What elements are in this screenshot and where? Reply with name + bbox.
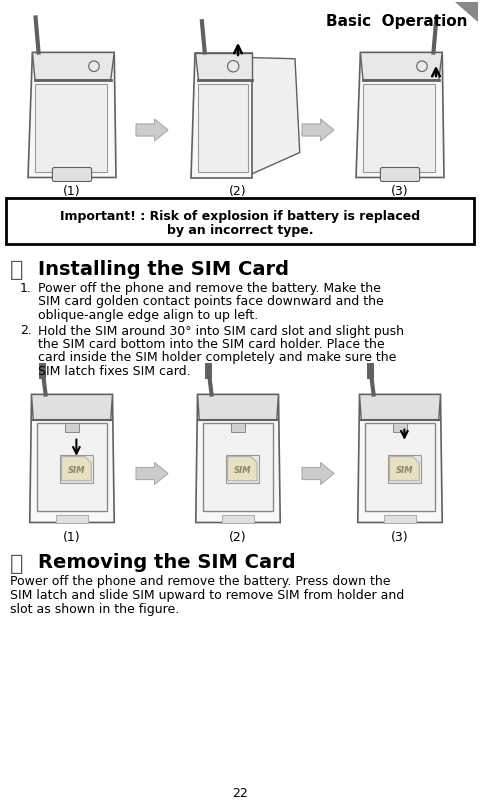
Text: Basic  Operation: Basic Operation xyxy=(326,14,468,29)
Bar xyxy=(388,455,421,483)
Bar xyxy=(365,423,435,511)
Polygon shape xyxy=(248,58,300,175)
Bar xyxy=(393,423,407,432)
Bar xyxy=(384,514,416,522)
Text: SIM: SIM xyxy=(234,466,251,475)
Text: Important! : Risk of explosion if battery is replaced: Important! : Risk of explosion if batter… xyxy=(60,210,420,223)
Polygon shape xyxy=(198,394,278,420)
Text: 22: 22 xyxy=(232,787,248,800)
FancyArrow shape xyxy=(136,119,168,141)
Bar xyxy=(6,198,474,244)
Bar xyxy=(231,423,245,432)
Text: 📱: 📱 xyxy=(10,260,24,280)
Polygon shape xyxy=(195,53,252,80)
Bar xyxy=(198,84,248,171)
Bar xyxy=(222,514,254,522)
FancyBboxPatch shape xyxy=(52,168,92,182)
Bar xyxy=(37,423,107,511)
Text: (1): (1) xyxy=(63,185,81,198)
Polygon shape xyxy=(32,394,112,420)
Polygon shape xyxy=(356,53,444,178)
Polygon shape xyxy=(360,53,442,80)
Text: (2): (2) xyxy=(229,530,247,543)
Polygon shape xyxy=(61,457,91,481)
Text: Power off the phone and remove the battery. Press down the: Power off the phone and remove the batte… xyxy=(10,576,391,589)
Text: Power off the phone and remove the battery. Make the: Power off the phone and remove the batte… xyxy=(38,282,381,295)
Text: SIM: SIM xyxy=(68,466,85,475)
Polygon shape xyxy=(360,394,441,420)
Text: 2.: 2. xyxy=(20,324,32,337)
Bar xyxy=(65,423,79,432)
FancyArrow shape xyxy=(136,462,168,484)
Polygon shape xyxy=(30,394,114,522)
Text: (2): (2) xyxy=(229,185,247,198)
FancyArrow shape xyxy=(302,119,334,141)
Text: 1.: 1. xyxy=(20,282,32,295)
Text: SIM: SIM xyxy=(396,466,413,475)
Text: SIM card golden contact points face downward and the: SIM card golden contact points face down… xyxy=(38,295,384,308)
Text: 📱: 📱 xyxy=(10,553,24,573)
Polygon shape xyxy=(358,394,442,522)
Text: SIM latch fixes SIM card.: SIM latch fixes SIM card. xyxy=(38,365,191,378)
Text: by an incorrect type.: by an incorrect type. xyxy=(167,224,313,237)
Text: (3): (3) xyxy=(391,185,409,198)
Polygon shape xyxy=(228,457,257,481)
Bar xyxy=(226,455,259,483)
Text: slot as shown in the figure.: slot as shown in the figure. xyxy=(10,603,179,616)
Bar xyxy=(203,423,273,511)
FancyArrow shape xyxy=(302,462,334,484)
Text: the SIM card bottom into the SIM card holder. Place the: the SIM card bottom into the SIM card ho… xyxy=(38,338,384,351)
FancyBboxPatch shape xyxy=(380,168,420,182)
Bar xyxy=(60,455,93,483)
Text: (3): (3) xyxy=(391,530,409,543)
Text: oblique-angle edge align to up left.: oblique-angle edge align to up left. xyxy=(38,309,258,322)
Polygon shape xyxy=(28,53,116,178)
Polygon shape xyxy=(390,457,419,481)
Polygon shape xyxy=(196,394,280,522)
Text: Hold the SIM around 30° into SIM card slot and slight push: Hold the SIM around 30° into SIM card sl… xyxy=(38,324,404,337)
Text: Removing the SIM Card: Removing the SIM Card xyxy=(38,553,296,573)
Text: card inside the SIM holder completely and make sure the: card inside the SIM holder completely an… xyxy=(38,351,396,364)
Bar xyxy=(35,84,107,171)
Polygon shape xyxy=(32,53,114,80)
Text: SIM latch and slide SIM upward to remove SIM from holder and: SIM latch and slide SIM upward to remove… xyxy=(10,589,404,602)
Polygon shape xyxy=(191,53,252,178)
Polygon shape xyxy=(455,2,478,22)
Bar xyxy=(363,84,435,171)
Text: Installing the SIM Card: Installing the SIM Card xyxy=(38,260,289,279)
Text: (1): (1) xyxy=(63,530,81,543)
Bar xyxy=(56,514,88,522)
